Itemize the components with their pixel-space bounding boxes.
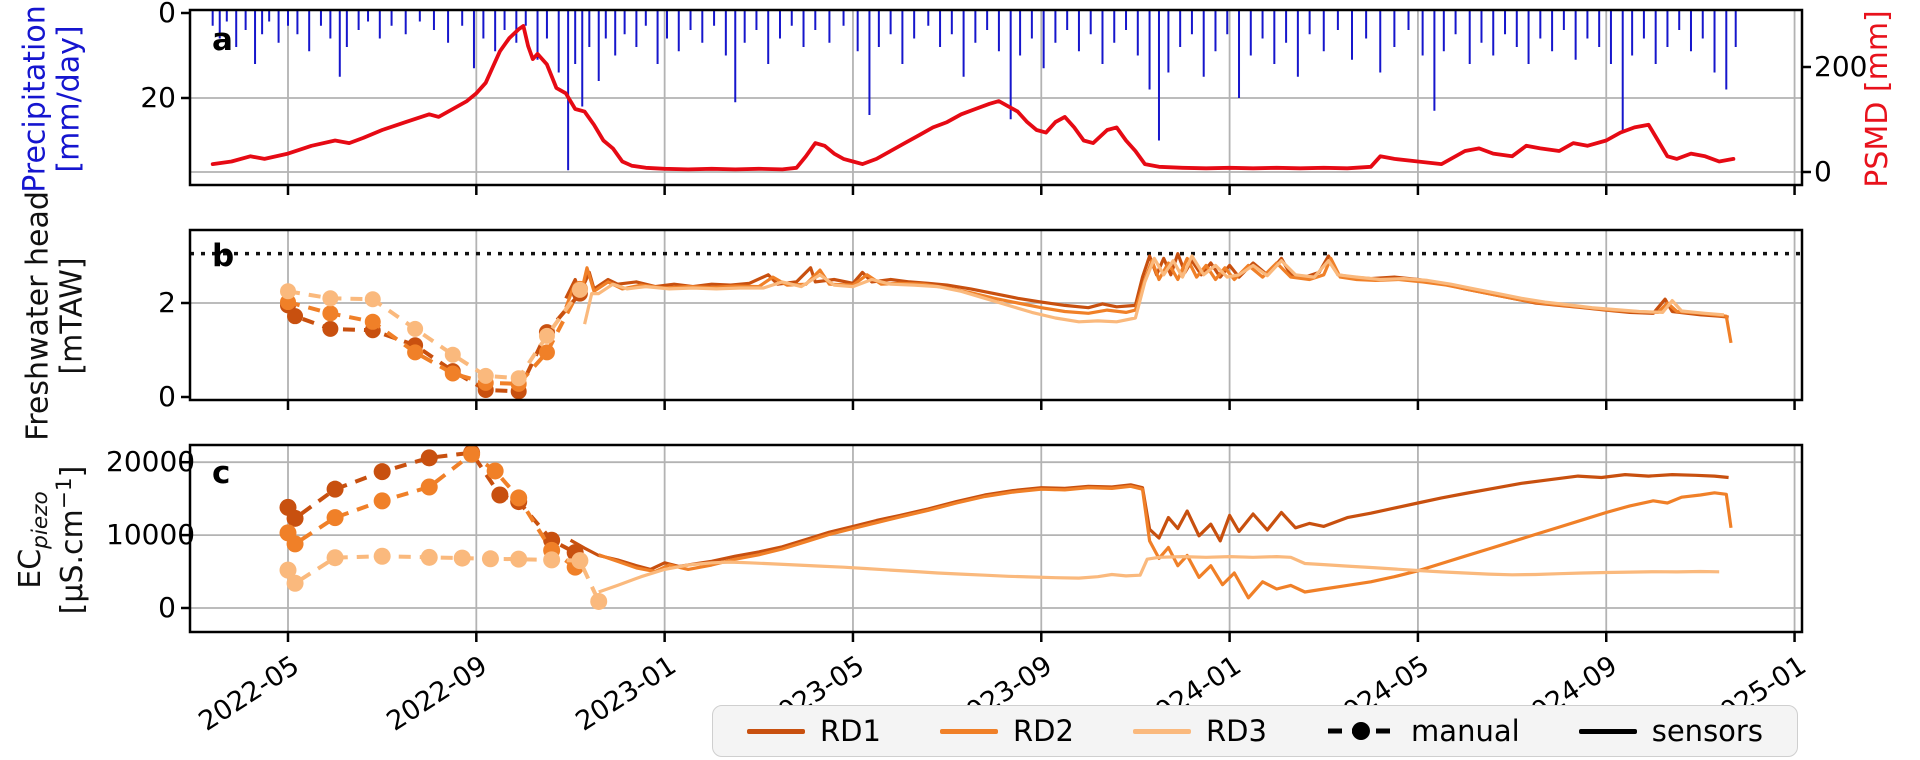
- panel-c-spine: [188, 443, 1804, 634]
- freshwater-head-axis-title: Freshwater head [mTAW]: [20, 191, 89, 441]
- panel-b-spine: [188, 228, 1804, 402]
- panel-b-gridlines: [190, 230, 1802, 400]
- ec-axis-title: ECpiezo [μS.cm−1]: [13, 465, 91, 615]
- manual-point-rd1: [326, 480, 344, 498]
- manual-line-rd2: [287, 287, 582, 386]
- y-tick-psmd-200: 200: [1814, 50, 1868, 83]
- manual-point-rd3: [279, 561, 297, 579]
- manual-point-rd3: [477, 367, 494, 384]
- sensor-line-rd3: [598, 554, 1720, 594]
- manual-point-rd1: [491, 486, 509, 504]
- panel-c-letter: c: [212, 455, 231, 491]
- manual-point-rd3: [326, 549, 344, 567]
- legend-item-manual: manual: [1326, 714, 1520, 748]
- manual-point-rd2: [407, 344, 424, 361]
- y-tick-c-20000: 20000: [106, 445, 196, 478]
- manual-point-rd3: [280, 283, 296, 300]
- manual-point-rd3: [571, 552, 589, 570]
- legend-item-rd3: RD3: [1133, 714, 1267, 748]
- manual-point-rd2: [322, 305, 339, 322]
- manual-point-rd2: [364, 313, 381, 330]
- manual-point-rd2: [538, 344, 555, 361]
- manual-point-rd3: [481, 550, 499, 568]
- manual-point-rd2: [420, 478, 438, 496]
- manual-point-rd1: [287, 308, 304, 325]
- precipitation-axis-title-line2: [mm/day]: [51, 25, 86, 173]
- manual-point-rd2: [444, 365, 461, 382]
- sensor-line-rd3: [583, 254, 1725, 325]
- manual-line-rd1: [286, 450, 577, 555]
- panel-a-gridlines: [190, 10, 1802, 185]
- sensor-line-rd1: [569, 473, 1729, 572]
- panel-b-series: [190, 251, 1802, 400]
- legend: RD1 RD2 RD3 manual sensors: [712, 705, 1798, 757]
- manual-point-rd3: [538, 327, 555, 344]
- precipitation-axis-title: Precipitation [mm/day]: [17, 5, 86, 193]
- panel-b-letter: b: [212, 238, 235, 274]
- manual-marker-swatch: [1328, 722, 1395, 740]
- manual-point-rd3: [590, 592, 608, 610]
- y-tick-c-10000: 10000: [106, 518, 196, 551]
- y-tick-b-0: 0: [158, 380, 176, 413]
- y-tick-psmd-0: 0: [1814, 155, 1832, 188]
- legend-item-sensors: sensors: [1578, 714, 1763, 748]
- manual-point-rd3: [510, 370, 527, 387]
- manual-point-rd3: [407, 320, 424, 337]
- manual-point-rd1: [420, 449, 438, 467]
- panel-a-series: [210, 11, 1737, 172]
- y-tick-a-20: 20: [140, 81, 176, 114]
- manual-point-rd3: [364, 291, 381, 308]
- panel-c-gridlines: [190, 445, 1802, 632]
- manual-point-rd3: [420, 548, 438, 566]
- manual-point-rd2: [486, 462, 504, 480]
- manual-point-rd1: [322, 320, 339, 337]
- manual-point-rd2: [286, 535, 304, 553]
- manual-point-rd1: [286, 509, 304, 527]
- manual-point-rd3: [286, 574, 304, 592]
- manual-point-rd2: [463, 445, 481, 463]
- manual-point-rd2: [510, 489, 528, 507]
- manual-point-rd3: [453, 549, 471, 567]
- panel-c-series: [279, 445, 1733, 610]
- legend-item-rd1: RD1: [747, 714, 881, 748]
- manual-point-rd3: [322, 290, 339, 307]
- rd1-line-swatch: [747, 728, 805, 734]
- manual-point-rd3: [444, 346, 461, 363]
- panel-a-letter: a: [212, 22, 233, 58]
- sensors-line-swatch: [1578, 728, 1637, 734]
- manual-line-rd1: [286, 292, 582, 394]
- manual-point-rd3: [571, 281, 588, 298]
- manual-point-rd3: [373, 547, 391, 565]
- manual-point-rd3: [510, 550, 528, 568]
- manual-point-rd2: [326, 509, 344, 527]
- y-tick-a-0: 0: [158, 0, 176, 29]
- legend-item-rd2: RD2: [940, 714, 1074, 748]
- y-tick-b-2: 2: [158, 286, 176, 319]
- sensor-line-rd2: [598, 484, 1733, 600]
- manual-point-rd1: [373, 463, 391, 481]
- manual-point-rd3: [543, 551, 561, 569]
- manual-point-rd2: [373, 492, 391, 510]
- y-tick-c-0: 0: [158, 591, 176, 624]
- rd3-line-swatch: [1133, 728, 1192, 734]
- precipitation-axis-title-line1: Precipitation: [17, 5, 53, 193]
- rd2-line-swatch: [940, 728, 999, 734]
- psmd-line: [210, 24, 1736, 172]
